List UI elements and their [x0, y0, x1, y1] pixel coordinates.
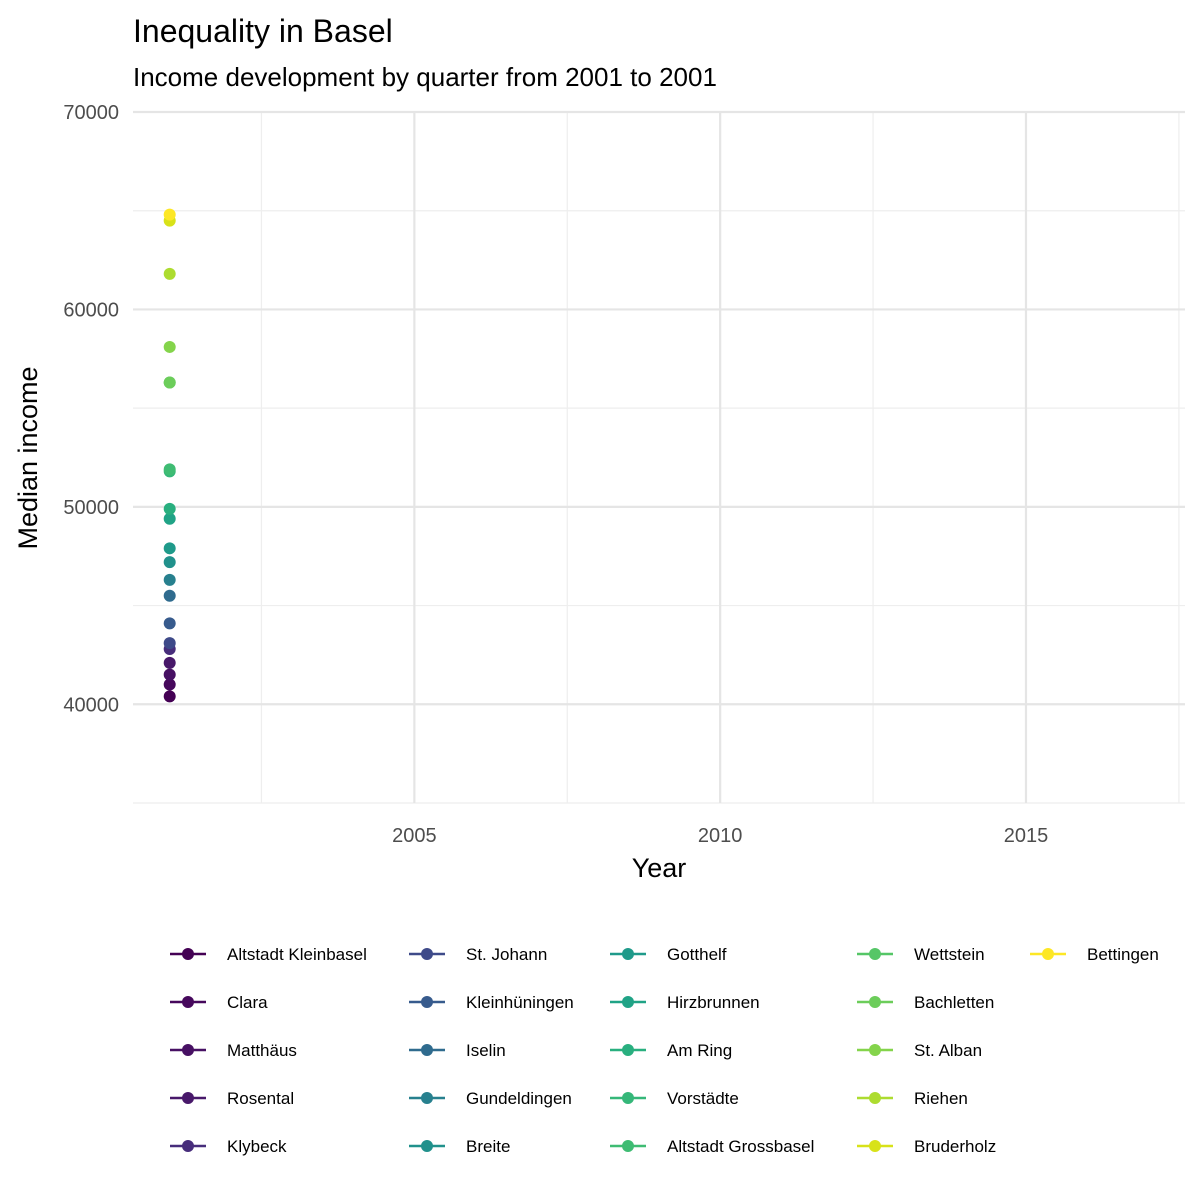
data-point: [163, 668, 176, 681]
legend-label: Kleinhüningen: [466, 993, 574, 1012]
legend-item: St. Johann: [409, 945, 547, 964]
x-tick-label: 2005: [392, 825, 437, 847]
legend-label: Breite: [466, 1137, 510, 1156]
chart-subtitle: Income development by quarter from 2001 …: [133, 62, 717, 92]
legend-item: Matthäus: [170, 1041, 297, 1060]
data-point: [163, 463, 176, 476]
data-point: [163, 678, 176, 691]
x-axis-ticks: 2005 2010 2015: [392, 825, 1048, 847]
data-point: [163, 589, 176, 602]
legend-item: Vorstädte: [610, 1089, 739, 1108]
legend-key-point: [182, 1044, 194, 1056]
legend-label: Bachletten: [914, 993, 994, 1012]
data-point: [163, 656, 176, 669]
legend-item: Am Ring: [610, 1041, 732, 1060]
legend-key-point: [869, 1092, 881, 1104]
legend-key-point: [421, 1092, 433, 1104]
data-points: [163, 208, 176, 703]
data-point: [163, 502, 176, 515]
data-point: [163, 573, 176, 586]
legend-key-point: [182, 1140, 194, 1152]
legend-key-point: [622, 1044, 634, 1056]
legend-key-point: [182, 1092, 194, 1104]
y-axis-title: Median income: [13, 366, 43, 549]
legend-label: Bruderholz: [914, 1137, 996, 1156]
data-point: [163, 617, 176, 630]
legend-label: Klybeck: [227, 1137, 287, 1156]
legend-key-point: [869, 1140, 881, 1152]
legend-key-point: [421, 996, 433, 1008]
x-axis-title: Year: [632, 853, 687, 883]
legend-key-point: [622, 996, 634, 1008]
legend-key-point: [622, 1140, 634, 1152]
legend-item: Gundeldingen: [409, 1089, 572, 1108]
legend-label: Wettstein: [914, 945, 985, 964]
legend-key-point: [622, 1092, 634, 1104]
x-tick-label: 2010: [698, 825, 743, 847]
data-point: [163, 208, 176, 221]
grid: [133, 110, 1185, 804]
legend-item: Hirzbrunnen: [610, 993, 760, 1012]
legend-item: Riehen: [857, 1089, 968, 1108]
legend-item: St. Alban: [857, 1041, 982, 1060]
legend-item: Rosental: [170, 1089, 294, 1108]
data-point: [163, 376, 176, 389]
legend-item: Bachletten: [857, 993, 994, 1012]
legend-label: Riehen: [914, 1089, 968, 1108]
legend-item: Bruderholz: [857, 1137, 996, 1156]
legend-label: Vorstädte: [667, 1089, 739, 1108]
legend-key-point: [1042, 948, 1054, 960]
data-point: [163, 556, 176, 569]
legend-item: Klybeck: [170, 1137, 287, 1156]
chart-title: Inequality in Basel: [133, 13, 393, 49]
legend-label: St. Alban: [914, 1041, 982, 1060]
legend-label: Hirzbrunnen: [667, 993, 760, 1012]
data-point: [163, 340, 176, 353]
x-tick-label: 2015: [1004, 825, 1049, 847]
legend-label: Altstadt Grossbasel: [667, 1137, 814, 1156]
legend: Altstadt Kleinbasel Clara Matthäus Rosental…: [170, 945, 1159, 1156]
y-tick-label: 70000: [63, 102, 119, 124]
legend-key-point: [182, 948, 194, 960]
legend-item: Iselin: [409, 1041, 506, 1060]
data-point: [163, 690, 176, 703]
legend-key-point: [869, 1044, 881, 1056]
legend-item: Gotthelf: [610, 945, 727, 964]
data-point: [163, 542, 176, 555]
legend-key-point: [869, 996, 881, 1008]
legend-key-point: [421, 1044, 433, 1056]
legend-key-point: [622, 948, 634, 960]
y-tick-label: 50000: [63, 497, 119, 519]
y-tick-label: 60000: [63, 299, 119, 321]
legend-label: Gundeldingen: [466, 1089, 572, 1108]
legend-key-point: [182, 996, 194, 1008]
legend-item: Altstadt Grossbasel: [610, 1137, 814, 1156]
y-axis-ticks: 40000 50000 60000 70000: [63, 102, 119, 716]
data-point: [163, 637, 176, 650]
legend-label: Am Ring: [667, 1041, 732, 1060]
legend-item: Altstadt Kleinbasel: [170, 945, 367, 964]
legend-label: Clara: [227, 993, 268, 1012]
y-tick-label: 40000: [63, 694, 119, 716]
legend-item: Wettstein: [857, 945, 985, 964]
legend-label: St. Johann: [466, 945, 547, 964]
legend-label: Gotthelf: [667, 945, 727, 964]
data-point: [163, 512, 176, 525]
legend-item: Bettingen: [1030, 945, 1159, 964]
legend-item: Clara: [170, 993, 268, 1012]
legend-item: Kleinhüningen: [409, 993, 574, 1012]
legend-key-point: [869, 948, 881, 960]
legend-item: Breite: [409, 1137, 510, 1156]
legend-key-point: [421, 1140, 433, 1152]
legend-label: Bettingen: [1087, 945, 1159, 964]
legend-label: Rosental: [227, 1089, 294, 1108]
data-point: [163, 267, 176, 280]
legend-label: Altstadt Kleinbasel: [227, 945, 367, 964]
legend-label: Iselin: [466, 1041, 506, 1060]
legend-label: Matthäus: [227, 1041, 297, 1060]
legend-key-point: [421, 948, 433, 960]
